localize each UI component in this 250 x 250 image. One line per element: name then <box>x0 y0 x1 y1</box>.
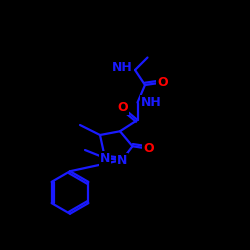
Text: NH: NH <box>141 96 162 109</box>
Text: O: O <box>117 101 128 114</box>
Text: N: N <box>100 152 110 164</box>
Text: O: O <box>157 76 168 89</box>
Text: N: N <box>117 154 127 166</box>
Text: O: O <box>144 142 154 155</box>
Text: NH: NH <box>112 61 132 74</box>
